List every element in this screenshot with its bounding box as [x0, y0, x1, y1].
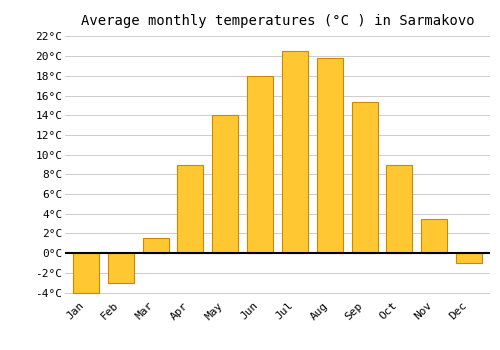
Bar	[456, 253, 482, 263]
Bar	[142, 238, 169, 253]
Bar	[73, 253, 99, 293]
Bar	[316, 58, 343, 253]
Bar	[247, 76, 273, 253]
Bar	[386, 164, 412, 253]
Bar	[108, 253, 134, 283]
Title: Average monthly temperatures (°C ) in Sarmakovo: Average monthly temperatures (°C ) in Sa…	[80, 14, 474, 28]
Bar	[178, 164, 204, 253]
Bar	[352, 103, 378, 253]
Bar	[212, 115, 238, 253]
Bar	[282, 51, 308, 253]
Bar	[421, 219, 448, 253]
